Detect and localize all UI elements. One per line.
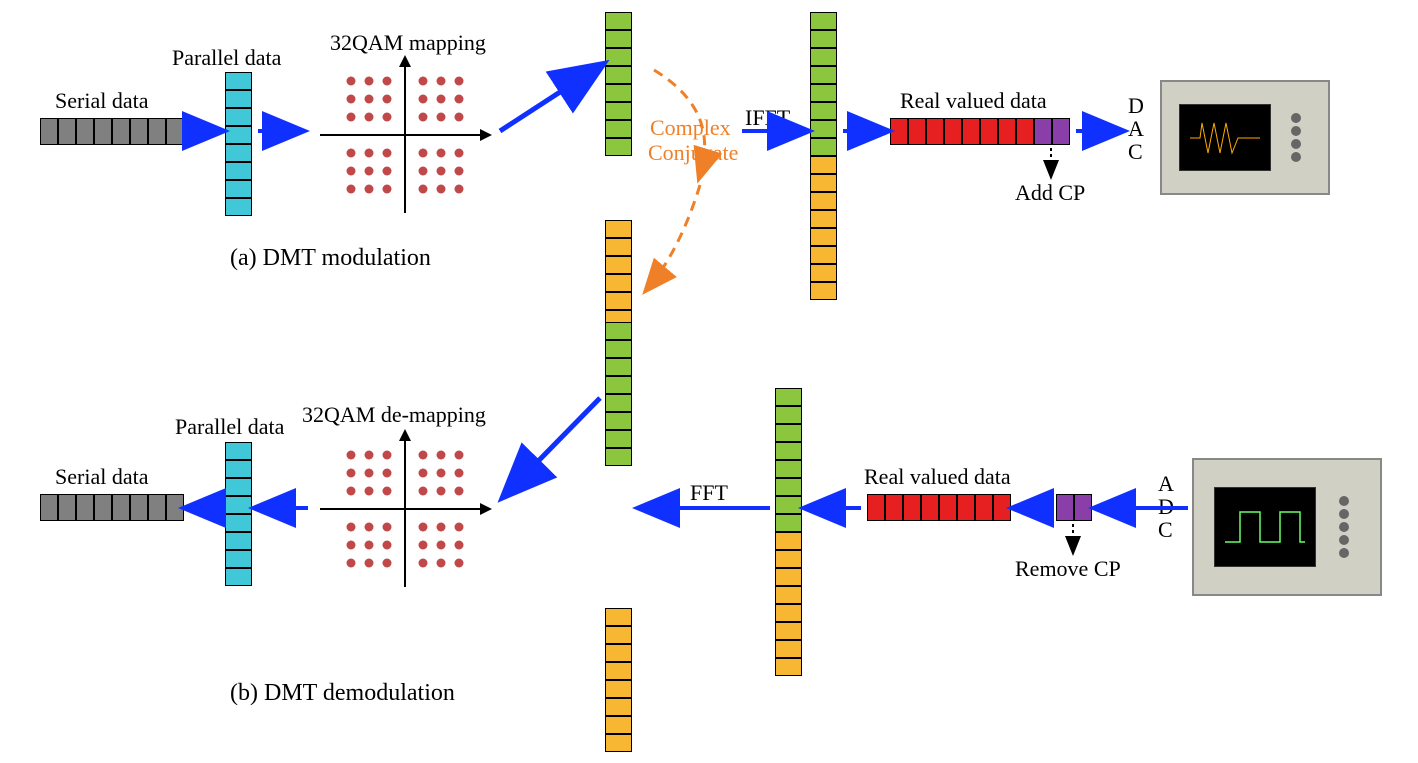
- mod-conjugate-label-2: Conjugate: [648, 140, 738, 166]
- mod-qam-constellation: [310, 50, 500, 220]
- dac-equipment: [1160, 80, 1330, 195]
- mod-serial-label: Serial data: [55, 88, 148, 114]
- demod-fft-cells: [775, 388, 802, 676]
- mod-parallel-label: Parallel data: [172, 45, 281, 71]
- demod-green-cells: [605, 322, 632, 466]
- demod-cp-cells: [1056, 494, 1092, 521]
- demod-qam-constellation: [310, 424, 500, 594]
- mod-ifft-cells: [810, 12, 837, 300]
- mod-conjugate-label-1: Complex: [650, 115, 731, 141]
- mod-real-cells: [890, 118, 1070, 145]
- demod-parallel-cells: [225, 442, 252, 586]
- demod-real-cells: [867, 494, 1011, 521]
- mod-serial-cells: [40, 118, 184, 145]
- mod-ifft-label: IFFT: [745, 105, 790, 131]
- demod-serial-cells: [40, 494, 184, 521]
- demod-title: (b) DMT demodulation: [230, 680, 455, 707]
- demod-real-label: Real valued data: [864, 464, 1011, 490]
- mod-dac-label: DAC: [1128, 94, 1144, 163]
- mod-green-cells: [605, 12, 632, 156]
- mod-parallel-cells: [225, 72, 252, 216]
- demod-removecp-label: Remove CP: [1015, 556, 1121, 582]
- demod-fft-label: FFT: [690, 480, 728, 506]
- mod-title: (a) DMT modulation: [230, 245, 431, 272]
- adc-equipment: [1192, 458, 1382, 596]
- demod-parallel-label: Parallel data: [175, 414, 284, 440]
- demod-adc-label: ADC: [1158, 472, 1174, 541]
- mod-addcp-label: Add CP: [1015, 180, 1085, 206]
- mod-real-label: Real valued data: [900, 88, 1047, 114]
- demod-serial-label: Serial data: [55, 464, 148, 490]
- demod-orange-cells: [605, 608, 632, 752]
